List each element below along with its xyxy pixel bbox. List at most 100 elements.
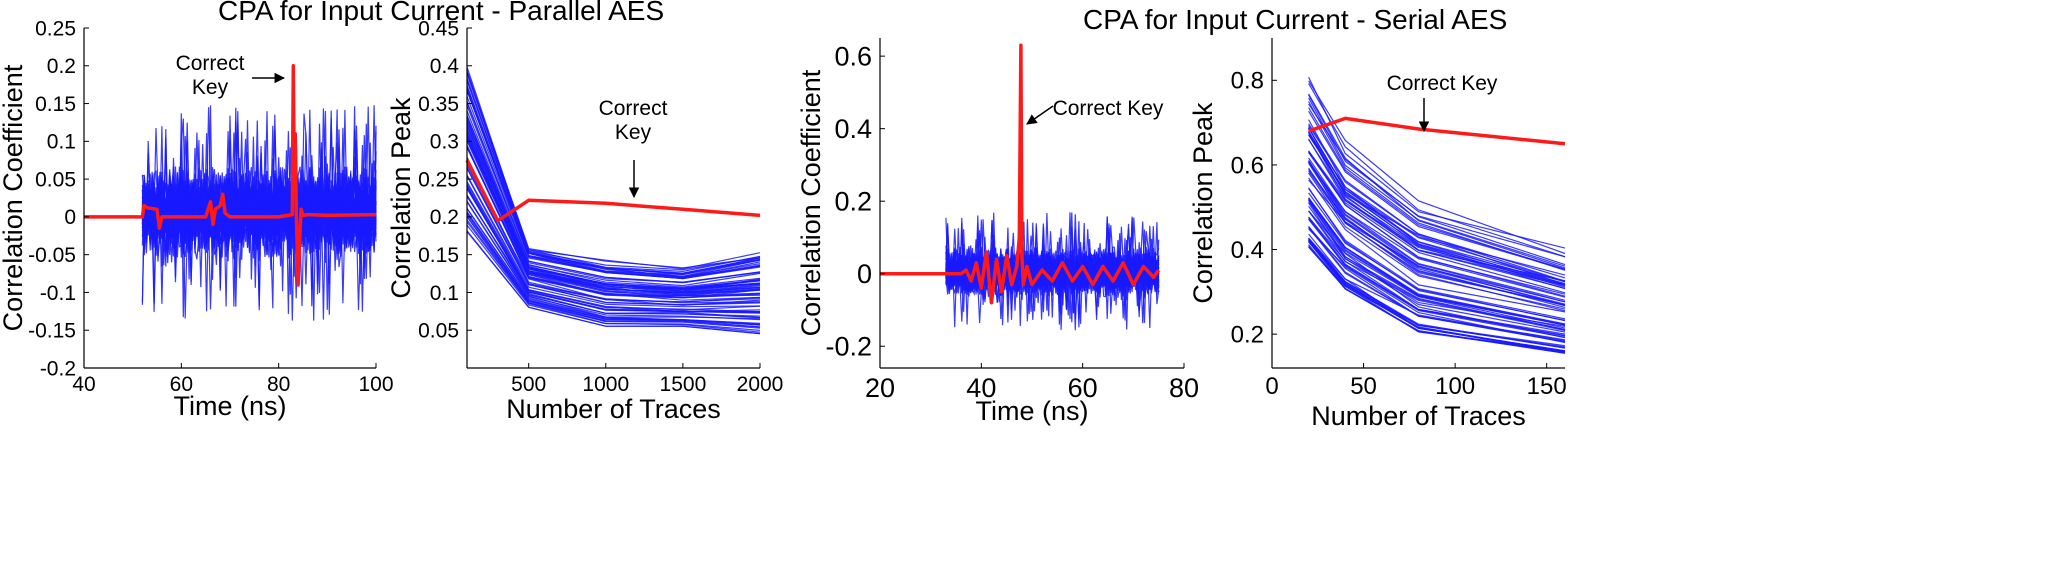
y-tick-label: 0.15 bbox=[418, 244, 459, 267]
x-tick-label: 60 bbox=[170, 373, 193, 396]
correct-key-annotation: Correct Key bbox=[1053, 97, 1164, 120]
wrong-key-trace bbox=[945, 214, 1160, 323]
wrong-key-trace bbox=[1308, 127, 1566, 283]
x-tick-label: 2000 bbox=[737, 373, 784, 396]
x-tick-label: 100 bbox=[358, 373, 393, 396]
correct-key-line bbox=[880, 43, 1161, 305]
annotation-arrow bbox=[1026, 105, 1054, 125]
x-axis-label: Number of Traces bbox=[1311, 401, 1526, 431]
y-tick-label: 0.6 bbox=[834, 42, 872, 72]
wrong-key-trace bbox=[466, 135, 761, 292]
x-tick-label: 80 bbox=[1169, 373, 1199, 403]
wrong-key-trace bbox=[1308, 241, 1566, 354]
wrong-key-trace bbox=[1308, 97, 1566, 267]
wrong-key-trace bbox=[466, 66, 761, 271]
wrong-key-trace bbox=[466, 219, 761, 329]
annotation-line: Correct Key bbox=[1387, 72, 1498, 95]
annotation-line: Correct bbox=[599, 97, 668, 120]
wrong-key-trace bbox=[1308, 131, 1566, 287]
wrong-key-trace bbox=[1308, 80, 1566, 255]
wrong-key-trace bbox=[466, 174, 761, 308]
annotation-line: Correct Key bbox=[1053, 97, 1164, 120]
wrong-key-trace bbox=[1308, 162, 1566, 305]
y-tick-label: 0.1 bbox=[47, 131, 76, 154]
y-tick-label: -0.2 bbox=[825, 332, 872, 362]
x-tick-label: 50 bbox=[1350, 373, 1377, 400]
wrong-key-trace bbox=[1308, 238, 1566, 349]
wrong-key-trace bbox=[1308, 150, 1566, 289]
wrong-key-trace bbox=[945, 251, 1160, 304]
wrong-key-trace bbox=[1308, 218, 1566, 338]
x-tick-label: 150 bbox=[1527, 373, 1567, 400]
y-axis-label: Correlation Coefficient bbox=[796, 69, 826, 336]
wrong-key-trace bbox=[1308, 150, 1566, 297]
y-tick-label: 0.2 bbox=[1231, 322, 1264, 349]
x-tick-label: 0 bbox=[1265, 373, 1278, 400]
x-tick-label: 20 bbox=[865, 373, 895, 403]
wrong-key-trace bbox=[1308, 197, 1566, 325]
wrong-key-trace bbox=[1308, 123, 1566, 279]
y-tick-label: -0.2 bbox=[40, 357, 76, 380]
wrong-key-trace bbox=[1308, 157, 1566, 301]
wrong-key-trace bbox=[1308, 160, 1566, 303]
wrong-key-trace bbox=[1308, 134, 1566, 286]
y-tick-label: 0.4 bbox=[1231, 237, 1264, 264]
wrong-key-trace bbox=[1308, 110, 1566, 271]
y-axis-label: Correlation Peak bbox=[1188, 102, 1218, 304]
wrong-key-trace bbox=[1308, 161, 1566, 298]
y-tick-label: 0.05 bbox=[418, 320, 459, 343]
annotation-line: Correct bbox=[176, 52, 245, 75]
y-tick-label: 0.8 bbox=[1231, 68, 1264, 95]
chart-panel-2: 500 1000 1500 2000 0.05 0.1 0.15 0.2 0.25 0.3 0.35… bbox=[386, 17, 783, 424]
chart-panel-3: 20 40 60 80 -0.2 0 0.2 0.4 0.6 Time (ns) Correlati… bbox=[796, 38, 1199, 426]
wrong-key-trace bbox=[466, 215, 761, 328]
wrong-key-trace bbox=[1308, 177, 1566, 313]
wrong-key-trace bbox=[141, 145, 377, 312]
wrong-key-trace bbox=[466, 79, 761, 274]
wrong-key-trace bbox=[1308, 202, 1566, 331]
wrong-key-trace bbox=[466, 185, 761, 313]
wrong-key-trace bbox=[466, 115, 761, 289]
wrong-key-trace bbox=[1308, 228, 1566, 344]
wrong-key-trace bbox=[1308, 167, 1566, 306]
y-tick-label: -0.15 bbox=[28, 320, 76, 343]
y-tick-label: 0.25 bbox=[418, 168, 459, 191]
chart-panel-4: 0 50 100 150 0.2 0.4 0.6 0.8 Number of Traces Cor… bbox=[1188, 38, 1567, 431]
wrong-key-trace bbox=[466, 195, 761, 319]
wrong-key-trace bbox=[945, 228, 1160, 295]
x-tick-label: 1000 bbox=[582, 373, 629, 396]
y-axis-label: Correlation Peak bbox=[386, 97, 416, 299]
correct-key-line bbox=[1308, 116, 1566, 146]
correct-key-line bbox=[465, 159, 761, 223]
y-tick-label: 0.6 bbox=[1231, 152, 1264, 179]
wrong-key-trace bbox=[466, 158, 761, 304]
serial-aes-title: CPA for Input Current - Serial AES bbox=[1083, 4, 1508, 35]
wrong-key-trace bbox=[466, 125, 761, 294]
wrong-key-trace bbox=[466, 156, 761, 303]
y-tick-label: 0.25 bbox=[35, 17, 76, 40]
y-tick-label: 0 bbox=[857, 259, 872, 289]
wrong-key-trace bbox=[466, 145, 761, 298]
correct-key-annotation: Correct Key bbox=[1387, 72, 1498, 95]
chart-panel-1: 40 60 80 100 -0.2 -0.15 -0.1 -0.05 0 0.05 0.1 0.15 0… bbox=[0, 17, 394, 421]
wrong-key-trace bbox=[466, 208, 761, 324]
x-axis-label: Time (ns) bbox=[174, 391, 287, 421]
y-tick-label: -0.05 bbox=[28, 244, 76, 267]
wrong-key-trace bbox=[1308, 172, 1566, 310]
x-tick-label: 40 bbox=[72, 373, 95, 396]
wrong-key-trace bbox=[466, 231, 761, 335]
wrong-key-trace bbox=[1308, 201, 1566, 329]
y-tick-label: 0.1 bbox=[430, 282, 459, 305]
wrong-key-trace bbox=[466, 102, 761, 284]
y-axis-label: Correlation Coefficient bbox=[0, 64, 28, 331]
correct-key-annotation: Correct Key bbox=[599, 97, 668, 144]
y-tick-label: 0.45 bbox=[418, 17, 459, 40]
y-tick-label: 0 bbox=[64, 206, 76, 229]
y-tick-label: 0.2 bbox=[834, 187, 872, 217]
x-tick-label: 100 bbox=[1435, 373, 1475, 400]
parallel-aes-title: CPA for Input Current - Parallel AES bbox=[218, 0, 665, 26]
annotation-line: Key bbox=[192, 76, 229, 99]
wrong-key-trace bbox=[1308, 187, 1566, 321]
y-tick-label: 0.2 bbox=[430, 206, 459, 229]
y-tick-label: 0.3 bbox=[430, 131, 459, 154]
